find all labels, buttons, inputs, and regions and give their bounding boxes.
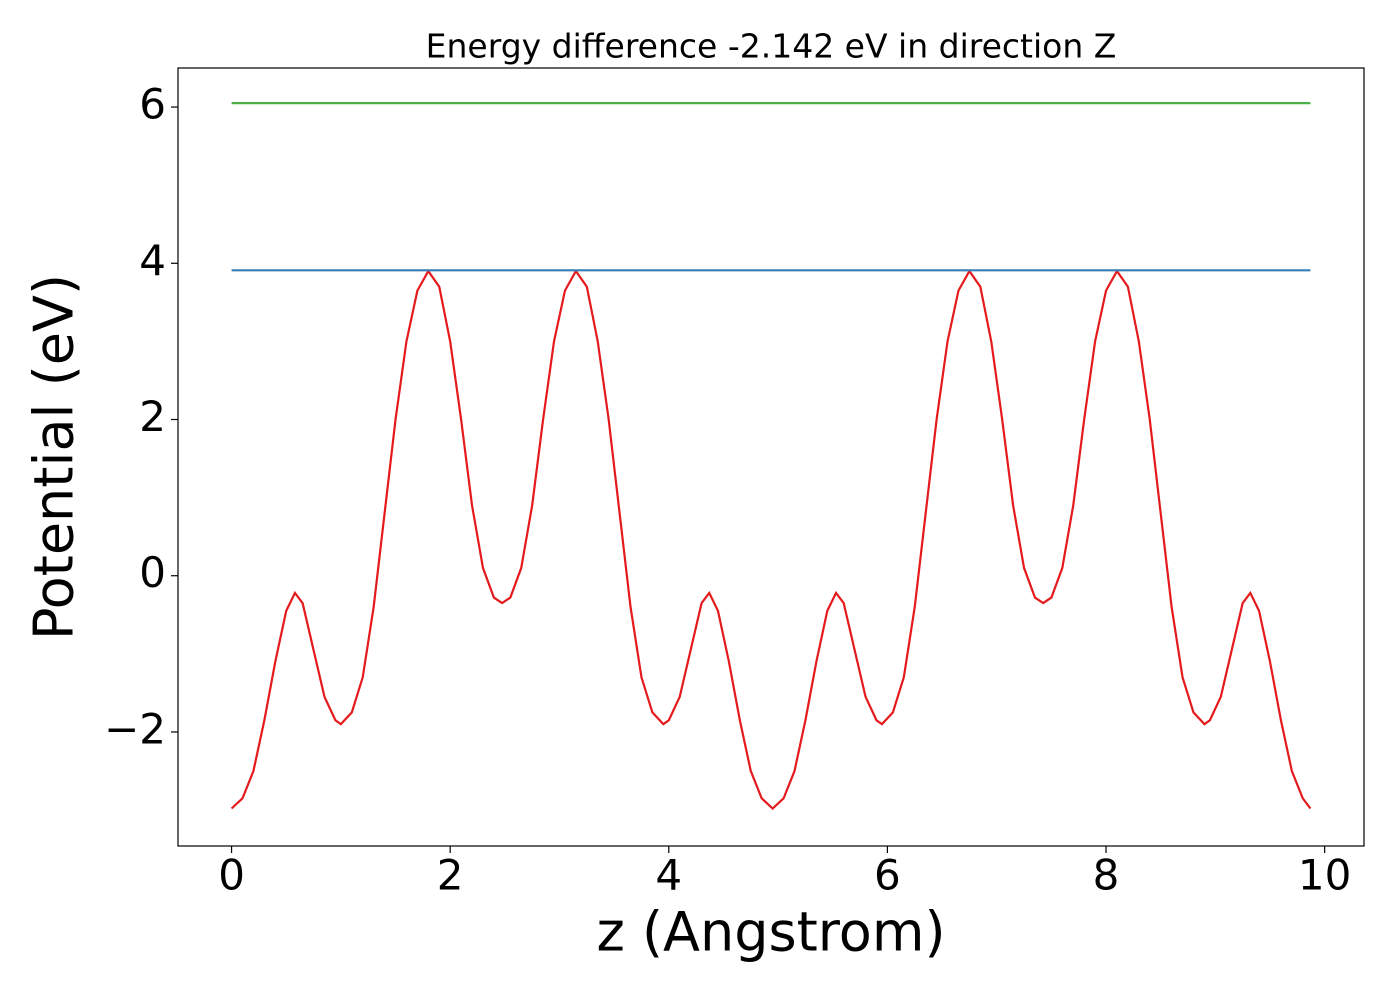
- x-axis-label: z (Angstrom): [596, 901, 945, 964]
- x-tick-label: 0: [218, 851, 245, 900]
- y-axis-label: Potential (eV): [23, 274, 86, 640]
- chart-title: Energy difference -2.142 eV in direction…: [426, 27, 1117, 66]
- x-tick-label: 2: [437, 851, 464, 900]
- x-tick-label: 6: [874, 851, 901, 900]
- y-tick-label: 6: [139, 80, 166, 129]
- y-tick-label: 4: [139, 236, 166, 285]
- data-line: [230, 269, 1312, 811]
- y-tick-label: 2: [139, 392, 166, 441]
- plot-frame: [177, 67, 1365, 847]
- x-tick-label: 4: [655, 851, 682, 900]
- y-tick-label: 0: [139, 548, 166, 597]
- x-tick-label: 8: [1093, 851, 1120, 900]
- x-tick-label: 10: [1298, 851, 1351, 900]
- y-tick-label: −2: [104, 704, 166, 753]
